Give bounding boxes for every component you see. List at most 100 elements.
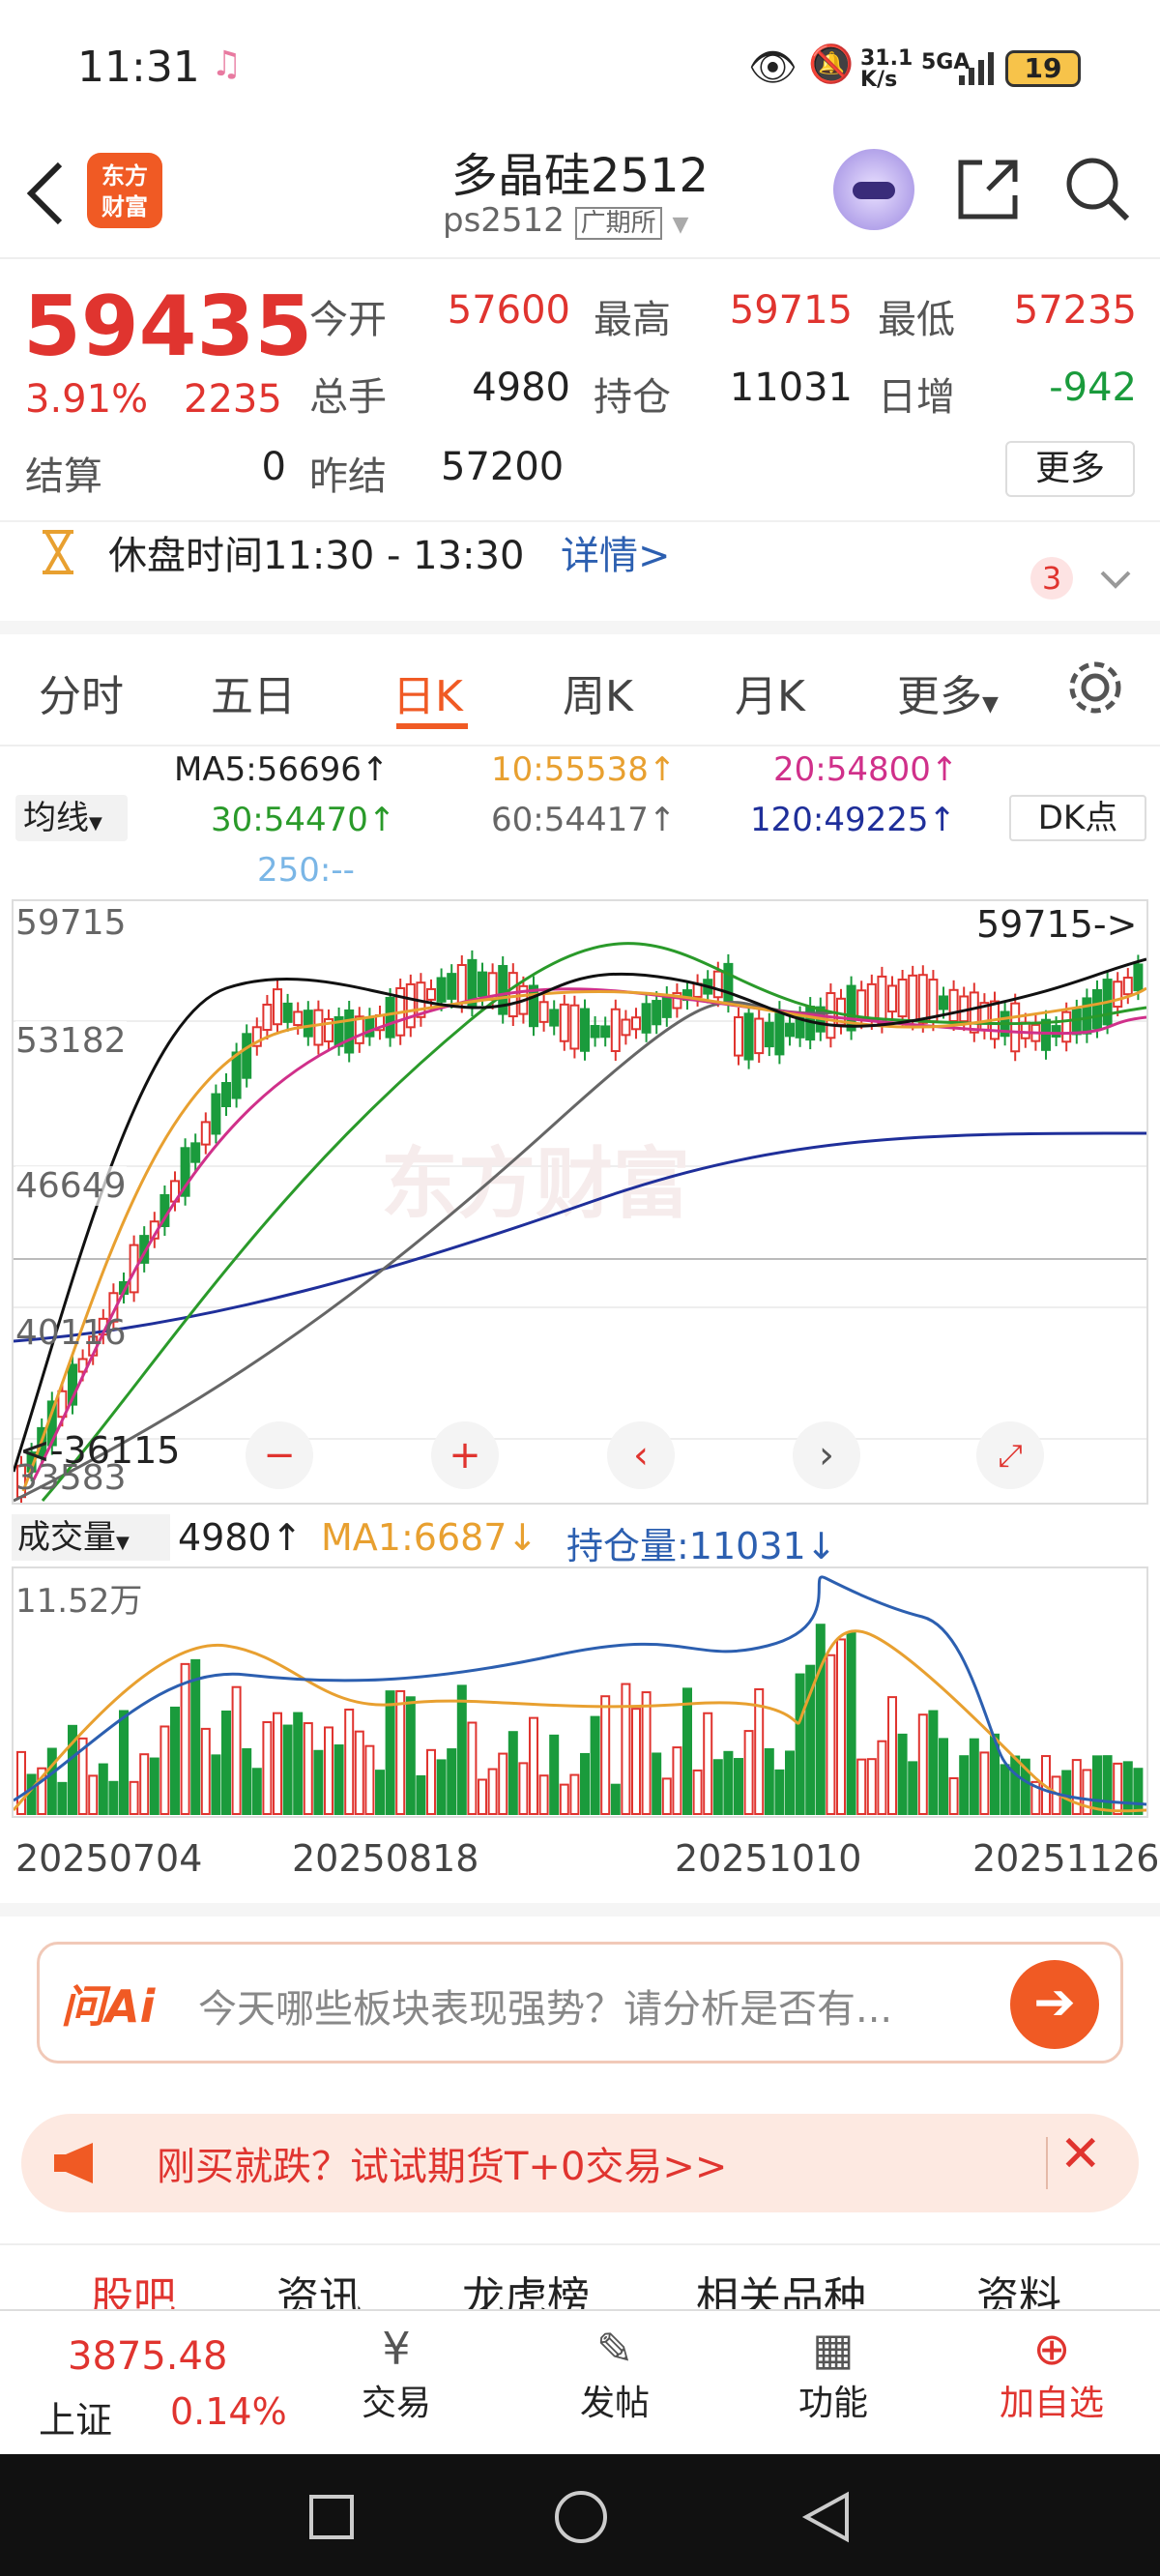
ma-selector[interactable]: 均线▼	[15, 795, 128, 841]
volume-bar	[68, 1724, 77, 1815]
home-icon[interactable]	[555, 2491, 607, 2543]
scroll-right-button[interactable]: ›	[793, 1421, 860, 1489]
period-tabs: 分时 五日 日K 周K 月K 更多▼	[0, 634, 1160, 746]
more-button[interactable]: 更多	[1005, 441, 1135, 497]
nav-functions[interactable]: ▦ 功能	[785, 2323, 882, 2425]
volume-bar	[149, 1757, 160, 1816]
x-label-4: 20251126	[972, 1837, 1160, 1880]
dk-point-button[interactable]: DK点	[1009, 795, 1146, 841]
robot-avatar-icon[interactable]	[833, 149, 914, 230]
volume-bar	[661, 1777, 672, 1816]
volume-selector[interactable]: 成交量▼	[12, 1514, 170, 1561]
chevron-down-icon[interactable]	[1096, 565, 1135, 594]
fullscreen-icon[interactable]: ⤢	[976, 1421, 1044, 1489]
volume-bar	[928, 1710, 939, 1815]
nav-add-watchlist[interactable]: ⊕ 加自选	[984, 2323, 1119, 2425]
volume-bar	[774, 1769, 785, 1816]
search-icon[interactable]	[1063, 155, 1133, 224]
volume-bar	[948, 1776, 959, 1816]
volume-bar	[826, 1654, 836, 1816]
volume-bar	[262, 1720, 273, 1816]
volume-bar	[785, 1750, 795, 1815]
candle	[385, 996, 395, 1039]
daily-inc-value: -942	[1049, 366, 1137, 410]
volume-bar	[538, 1774, 549, 1815]
index-name[interactable]: 上证	[39, 2399, 113, 2442]
volume-bar	[580, 1752, 590, 1815]
volume-label: 总手	[309, 375, 387, 420]
y-tick-5: 33583	[15, 1458, 127, 1498]
candle	[785, 1022, 795, 1038]
candle	[231, 1051, 242, 1099]
contract-code[interactable]: ps2512 广期所 ▼	[443, 201, 689, 240]
y-tick-3: 46649	[15, 1166, 127, 1206]
back-nav-icon[interactable]	[800, 2491, 853, 2543]
volume-bar	[723, 1750, 734, 1815]
index-value[interactable]: 3875.48	[68, 2334, 228, 2379]
candle	[1113, 981, 1123, 1009]
candle	[180, 1147, 190, 1197]
volume-bar	[119, 1710, 129, 1815]
zoom-out-button[interactable]: −	[246, 1421, 313, 1489]
nav-post[interactable]: ✎ 发帖	[566, 2323, 663, 2425]
open-interest-value: 持仓量:11031↓	[566, 1525, 837, 1567]
volume-bar	[375, 1770, 385, 1815]
low-label: 最低	[878, 298, 955, 342]
candle	[129, 1244, 139, 1294]
status-bar: 11:31 ♫ 👁 🔕 31.1 K/s 5GA 19	[0, 0, 1160, 145]
back-icon[interactable]	[21, 159, 70, 226]
candle	[324, 1017, 334, 1042]
volume-bar	[836, 1638, 846, 1815]
volume-bar	[405, 1696, 416, 1815]
candle	[1020, 1021, 1030, 1039]
volume-bar	[231, 1685, 242, 1815]
candle	[498, 964, 508, 1015]
details-link[interactable]: 详情>	[561, 534, 671, 578]
settle-value: 0	[261, 445, 286, 489]
index-pct[interactable]: 0.14%	[170, 2390, 287, 2433]
volume-bar	[498, 1752, 508, 1816]
bottom-nav: 3875.48 上证 0.14% ¥ 交易 ✎ 发帖 ▦ 功能 ⊕ 加自选	[0, 2309, 1160, 2454]
tab-monthly-k[interactable]: 月K	[735, 672, 805, 721]
settings-gear-icon[interactable]	[1063, 656, 1127, 719]
tab-five-day[interactable]: 五日	[211, 672, 296, 721]
candle	[251, 1026, 262, 1047]
volume-bar	[467, 1721, 478, 1815]
ai-placeholder[interactable]: 今天哪些板块表现强势？请分析是否有...	[198, 1987, 893, 2032]
volume-bar	[200, 1727, 211, 1815]
promo-banner[interactable]: 刚买就跌？试试期货T+0交易>> ✕	[21, 2114, 1139, 2212]
high-marker: 59715->	[976, 903, 1138, 946]
music-icon: ♫	[211, 44, 243, 84]
tab-daily-k[interactable]: 日K	[392, 672, 463, 721]
volume-bar	[37, 1767, 47, 1816]
tab-minute[interactable]: 分时	[39, 672, 124, 721]
prev-settle-value: 57200	[441, 445, 565, 489]
candle	[887, 984, 897, 1013]
candle	[447, 973, 457, 1000]
tab-weekly-k[interactable]: 周K	[563, 672, 633, 721]
volume-bar	[990, 1733, 1000, 1815]
candle	[68, 1363, 77, 1406]
quote-panel: 59435 3.91% 2235 今开 57600 最高 59715 最低 57…	[0, 259, 1160, 522]
zoom-in-button[interactable]: +	[431, 1421, 499, 1489]
volume-bar	[897, 1733, 908, 1815]
volume-bar	[344, 1708, 355, 1815]
kline-chart[interactable]: 东方财富 59715 53182 46649 40116 33583 59715…	[12, 899, 1148, 1505]
volume-bar	[621, 1683, 631, 1815]
megaphone-icon	[54, 2143, 93, 2183]
nav-trade[interactable]: ¥ 交易	[348, 2323, 445, 2425]
recent-apps-icon[interactable]	[309, 2495, 354, 2539]
close-icon[interactable]: ✕	[1059, 2125, 1102, 2183]
candle	[1092, 988, 1102, 1030]
scroll-left-button[interactable]: ‹	[607, 1421, 675, 1489]
ai-submit-arrow-icon[interactable]: ➔	[1010, 1960, 1099, 2049]
ai-question-box[interactable]: 问Ai 今天哪些板块表现强势？请分析是否有... ➔	[37, 1942, 1123, 2064]
share-icon[interactable]	[953, 155, 1023, 224]
candle	[211, 1093, 221, 1135]
candle	[672, 992, 682, 1010]
volume-chart[interactable]: 11.52万	[12, 1566, 1148, 1818]
tab-more[interactable]: 更多▼	[897, 672, 999, 721]
volume-bar	[395, 1689, 406, 1815]
header: 东方 财富 多晶硅2512 ps2512 广期所 ▼	[0, 145, 1160, 259]
candle	[846, 984, 856, 1032]
